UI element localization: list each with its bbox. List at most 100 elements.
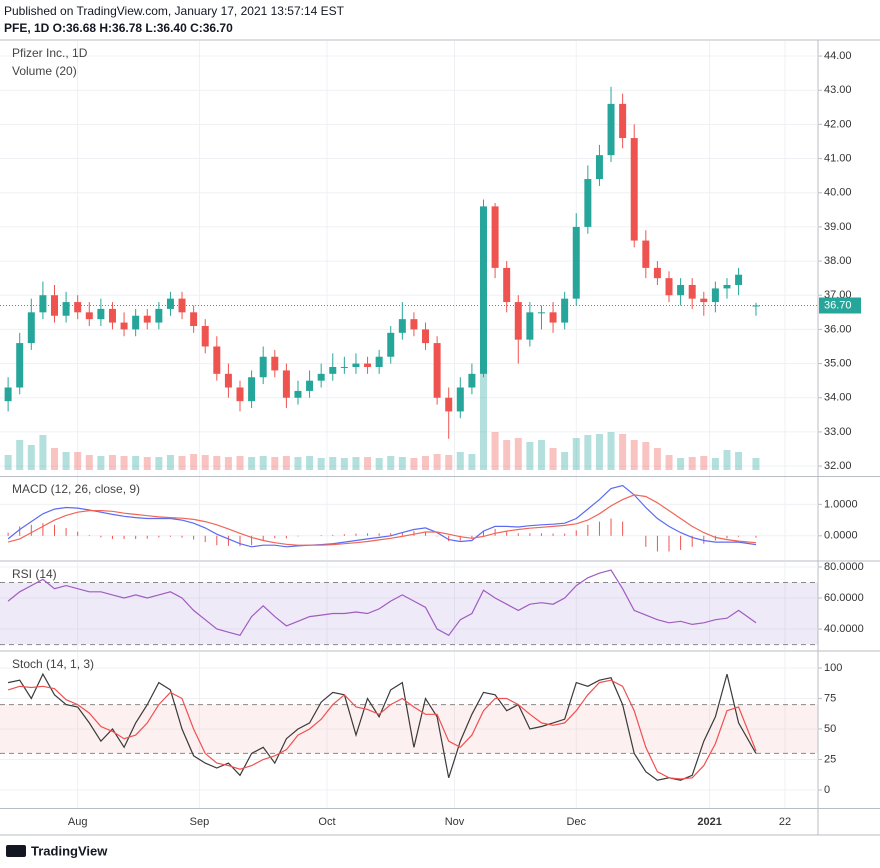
volume-bar <box>74 452 82 470</box>
candle-body <box>306 380 314 391</box>
volume-bar <box>503 440 511 470</box>
x-tick-label: Sep <box>190 816 210 828</box>
candle-body <box>236 387 244 402</box>
candle-body <box>39 295 47 313</box>
volume-bar <box>445 455 453 470</box>
candle-body <box>677 284 685 296</box>
candle-body <box>108 308 116 323</box>
volume-bar <box>224 457 232 470</box>
y-tick-label: 36.00 <box>824 323 852 335</box>
volume-bar <box>352 457 360 470</box>
y-tick-label: 0 <box>824 784 830 796</box>
candle-body <box>329 366 337 374</box>
brand-text: TradingView <box>31 843 108 858</box>
candle-body <box>422 329 430 344</box>
candle-body <box>723 284 731 289</box>
y-tick-label: 32.00 <box>824 460 852 472</box>
pane <box>0 652 818 808</box>
candle-body <box>294 390 302 398</box>
candle-body <box>514 302 522 340</box>
y-tick-label: 80.0000 <box>824 561 864 573</box>
y-tick-label: 44.00 <box>824 50 852 62</box>
volume-bar <box>364 457 372 470</box>
candle-body <box>700 298 708 303</box>
volume-bar <box>433 454 441 470</box>
indicator-line <box>7 672 757 781</box>
volume-bar <box>387 456 395 470</box>
x-tick-label: Dec <box>566 816 586 828</box>
volume-bar <box>108 455 116 470</box>
candle-body <box>642 240 650 268</box>
y-tick-label: 60.0000 <box>824 592 864 604</box>
candle-body <box>584 179 592 227</box>
volume-bar <box>479 370 487 470</box>
candle-body <box>688 284 696 299</box>
volume-bar <box>422 456 430 470</box>
volume-bar <box>711 458 719 470</box>
y-tick-label: 100 <box>824 662 842 674</box>
volume-bar <box>178 456 186 470</box>
candle-body <box>665 278 673 296</box>
volume-bar <box>201 455 209 470</box>
y-tick-label: 38.00 <box>824 255 852 267</box>
volume-bar <box>143 457 151 470</box>
volume-bar <box>329 457 337 470</box>
volume-bar <box>190 454 198 470</box>
candle-body <box>62 302 70 316</box>
volume-bar <box>282 456 290 470</box>
y-tick-label: 43.00 <box>824 84 852 96</box>
pane-title: Pfizer Inc., 1D <box>12 46 88 60</box>
volume-bar <box>607 432 615 470</box>
y-tick-label: 40.0000 <box>824 623 864 635</box>
y-tick-label: 41.00 <box>824 152 852 164</box>
candle-body <box>166 298 174 309</box>
candle-body <box>398 319 406 333</box>
indicator-line <box>7 484 757 548</box>
candle-body <box>271 356 279 371</box>
indicator-line <box>7 679 757 780</box>
candle-body <box>653 267 661 279</box>
volume-title: Volume (20) <box>12 64 77 78</box>
y-tick-label: 75 <box>824 692 836 704</box>
published-line: Published on TradingView.com, January 17… <box>4 4 345 18</box>
volume-bar <box>735 452 743 470</box>
volume-bar <box>155 457 163 470</box>
last-price-label: 36.70 <box>824 299 852 311</box>
candle-body <box>190 312 198 326</box>
candle-body <box>27 312 35 344</box>
volume-bar <box>259 456 267 470</box>
candle-body <box>259 356 267 378</box>
candle-body <box>561 298 569 323</box>
candle-body <box>572 226 580 299</box>
volume-bar <box>4 455 12 470</box>
volume-bar <box>700 456 708 470</box>
x-tick-label: 2021 <box>697 816 721 828</box>
y-tick-label: 34.00 <box>824 392 852 404</box>
volume-bar <box>62 452 70 470</box>
candle-body <box>387 332 395 357</box>
volume-bar <box>642 442 650 470</box>
pane <box>0 562 818 650</box>
x-tick-label: 22 <box>779 816 791 828</box>
candle-body <box>97 308 105 320</box>
candle-body <box>549 312 557 323</box>
pane-title: RSI (14) <box>12 567 57 581</box>
last-price-tag <box>819 297 861 314</box>
volume-bar <box>526 442 534 470</box>
volume-bar <box>340 458 348 470</box>
y-tick-label: 1.0000 <box>824 498 858 510</box>
candle-body <box>619 103 627 139</box>
candle-body <box>120 322 128 330</box>
candle-body <box>155 308 163 323</box>
volume-bar <box>468 454 476 470</box>
candle-body <box>364 363 372 367</box>
pane-title: MACD (12, 26, close, 9) <box>12 482 140 496</box>
candle-body <box>85 312 93 320</box>
brand-logo: TradingView <box>6 843 108 858</box>
volume-bar <box>120 456 128 470</box>
y-tick-label: 33.00 <box>824 426 852 438</box>
volume-bar <box>752 458 760 470</box>
candle-body <box>132 315 140 330</box>
